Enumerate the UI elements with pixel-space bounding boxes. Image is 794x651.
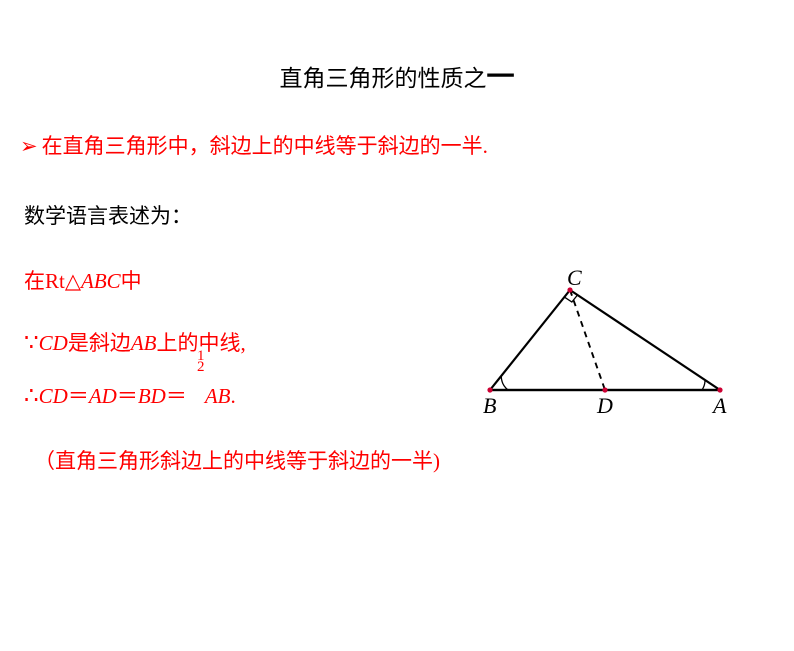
fraction-denominator: 2	[197, 362, 205, 373]
ab-var-2: AB	[205, 384, 231, 408]
eq2: ＝	[117, 384, 138, 408]
ad-var: AD	[89, 384, 117, 408]
bd-var: BD	[138, 384, 166, 408]
label-D: D	[597, 393, 613, 419]
ab-var: AB	[131, 331, 157, 355]
fraction-half: 1 2	[197, 351, 205, 373]
theorem-line: ➢在直角三角形中，斜边上的中线等于斜边的一半.	[20, 130, 794, 160]
rt-suffix: 中	[121, 269, 142, 293]
rt-prefix: 在Rt△	[24, 269, 81, 293]
eq3: ＝	[166, 384, 187, 408]
because-symbol: ∵	[24, 330, 39, 355]
triangle-diagram: C B D A	[475, 275, 745, 425]
cd-var-2: CD	[39, 384, 68, 408]
theorem-text: 在直角三角形中，斜边上的中线等于斜边的一半.	[42, 134, 488, 158]
math-language-heading: 数学语言表述为：	[24, 200, 794, 230]
rt-triangle-name: ABC	[81, 269, 121, 293]
period: .	[230, 384, 235, 408]
explanation-line: （直角三角形斜边上的中线等于斜边的一半)	[34, 445, 794, 475]
page-title: 直角三角形的性质之一	[0, 55, 794, 95]
title-last: 一	[486, 62, 514, 93]
cd-var: CD	[39, 331, 68, 355]
eq1: ＝	[68, 384, 89, 408]
label-C: C	[567, 265, 582, 291]
therefore-symbol: ∴	[24, 383, 39, 408]
label-A: A	[713, 393, 726, 419]
cd-mid: 是斜边	[68, 331, 131, 355]
title-main: 直角三角形的性质之	[279, 66, 486, 91]
theorem-bullet-icon: ➢	[20, 135, 38, 158]
label-B: B	[483, 393, 496, 419]
